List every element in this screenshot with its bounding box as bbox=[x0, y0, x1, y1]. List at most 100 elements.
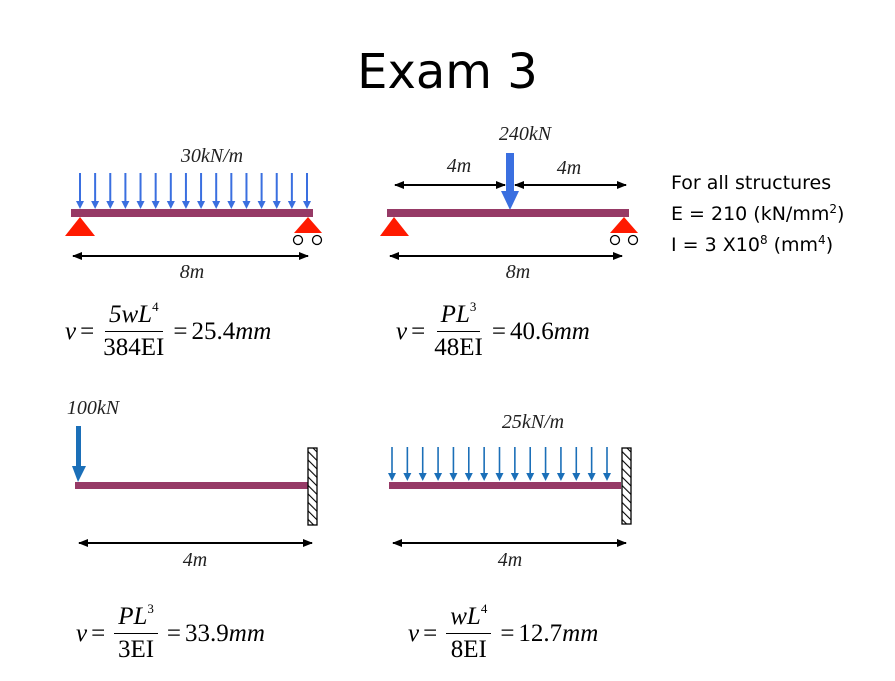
result-unit: mm bbox=[562, 619, 599, 647]
fraction: PL3 3EI bbox=[114, 602, 158, 664]
diagram-simply-supported-point: 240kN 4m 4m 8m bbox=[380, 123, 639, 283]
diagram-simply-supported-udl: 30kN/m 8m bbox=[65, 145, 323, 283]
udl-arrows bbox=[76, 173, 311, 209]
point-load-arrow-shaft bbox=[506, 153, 514, 193]
fraction: PL3 48EI bbox=[434, 300, 483, 362]
diagram-cantilever-point: 100kN 4m bbox=[67, 397, 318, 571]
span-label: 4m bbox=[498, 549, 522, 571]
material-properties: For all structures E = 210 (kN/mm2) I = … bbox=[671, 168, 844, 261]
point-load-arrow-shaft bbox=[76, 426, 81, 468]
udl-arrow-icon bbox=[603, 473, 611, 481]
result-unit: mm bbox=[235, 317, 272, 345]
equals-sign: = bbox=[80, 317, 95, 345]
numerator: PL3 bbox=[114, 602, 158, 634]
udl-arrow-icon bbox=[556, 473, 565, 481]
numerator-text: PL bbox=[440, 301, 470, 328]
udl-arrow-icon bbox=[510, 473, 519, 481]
span-label: 8m bbox=[506, 261, 530, 283]
numerator-text: 5wL bbox=[108, 301, 153, 328]
denominator: 3EI bbox=[118, 634, 154, 664]
udl-arrow-icon bbox=[464, 473, 473, 481]
udl-arrow-icon bbox=[257, 201, 266, 209]
point-load-label: 100kN bbox=[67, 397, 121, 419]
roller-wheel-icon bbox=[311, 234, 323, 246]
denominator: 8EI bbox=[451, 634, 487, 664]
udl-arrow-icon bbox=[403, 473, 412, 481]
fraction: 5wL4 384EI bbox=[103, 300, 164, 362]
right-segment-label: 4m bbox=[557, 157, 581, 179]
formula-lhs: v bbox=[408, 619, 420, 647]
udl-arrow-icon bbox=[388, 473, 396, 481]
deflection-formula-1: v = 5wL4 384EI = 25.4 mm bbox=[65, 300, 272, 362]
numerator-text: PL bbox=[118, 603, 148, 630]
moment-of-inertia: I = 3 X108 (mm4) bbox=[671, 230, 844, 261]
udl-arrow-icon bbox=[227, 201, 236, 209]
roller-support-icon bbox=[610, 217, 638, 233]
beam bbox=[389, 482, 621, 489]
udl-arrow-icon bbox=[572, 473, 581, 481]
i-unit: (mm bbox=[767, 234, 819, 256]
udl-arrow-icon bbox=[587, 473, 596, 481]
diagram-cantilever-udl: 25kN/m 4m bbox=[388, 411, 632, 571]
udl-arrow-icon bbox=[541, 473, 550, 481]
udl-arrow-icon bbox=[480, 473, 489, 481]
deflection-formula-2: v = PL3 48EI = 40.6 mm bbox=[396, 300, 590, 362]
e-label: E = 210 (kN/mm bbox=[671, 203, 830, 225]
point-load-arrow-icon bbox=[501, 191, 519, 210]
udl-arrow-icon bbox=[76, 201, 84, 209]
denominator-text: 8EI bbox=[450, 636, 487, 663]
denominator: 384EI bbox=[103, 332, 164, 362]
fraction: wL4 8EI bbox=[446, 601, 492, 664]
udl-arrows bbox=[388, 447, 611, 481]
udl-load-label: 30kN/m bbox=[180, 145, 243, 167]
fixed-support-icon bbox=[307, 447, 318, 526]
formula-lhs: v bbox=[396, 317, 408, 345]
i-exponent: 8 bbox=[759, 233, 768, 247]
result-value: 25.4 bbox=[191, 317, 236, 345]
equals-sign: = bbox=[500, 619, 515, 647]
span-label: 8m bbox=[180, 261, 204, 283]
deflection-formula-4: v = wL4 8EI = 12.7 mm bbox=[408, 601, 599, 664]
pin-support-icon bbox=[380, 217, 409, 236]
udl-arrow-icon bbox=[272, 201, 281, 209]
span-label: 4m bbox=[183, 549, 207, 571]
udl-arrow-icon bbox=[166, 201, 175, 209]
beam bbox=[75, 482, 308, 489]
udl-arrow-icon bbox=[287, 201, 296, 209]
fixed-support-icon bbox=[621, 447, 632, 525]
i-label: I = 3 X10 bbox=[671, 234, 760, 256]
left-segment-label: 4m bbox=[447, 155, 471, 177]
udl-arrow-icon bbox=[303, 201, 311, 209]
deflection-formula-3: v = PL3 3EI = 33.9 mm bbox=[76, 602, 265, 664]
i-close: ) bbox=[825, 234, 834, 256]
numerator: PL3 bbox=[436, 300, 481, 332]
udl-arrow-icon bbox=[418, 473, 427, 481]
pin-support-icon bbox=[65, 217, 95, 236]
equals-sign: = bbox=[173, 317, 188, 345]
result-value: 12.7 bbox=[518, 619, 563, 647]
udl-arrow-icon bbox=[495, 473, 504, 481]
udl-arrow-icon bbox=[151, 201, 160, 209]
denominator: 48EI bbox=[434, 332, 483, 362]
roller-support-icon bbox=[294, 217, 322, 233]
udl-arrow-icon bbox=[449, 473, 458, 481]
equals-sign: = bbox=[423, 619, 438, 647]
numerator: 5wL4 bbox=[104, 300, 163, 332]
numerator-exponent: 4 bbox=[480, 601, 488, 616]
udl-arrow-icon bbox=[197, 201, 206, 209]
udl-arrow-icon bbox=[434, 473, 443, 481]
result-unit: mm bbox=[553, 317, 590, 345]
slide-title: Exam 3 bbox=[357, 44, 538, 100]
udl-arrow-icon bbox=[212, 201, 221, 209]
roller-wheel-icon bbox=[609, 234, 621, 246]
numerator-text: wL bbox=[450, 603, 481, 630]
formula-lhs: v bbox=[65, 317, 77, 345]
beam bbox=[387, 209, 629, 217]
result-value: 33.9 bbox=[185, 619, 229, 647]
e-exponent: 2 bbox=[829, 202, 837, 216]
e-close: ) bbox=[837, 203, 845, 225]
udl-arrow-icon bbox=[242, 201, 251, 209]
i-unit-exponent: 4 bbox=[818, 233, 826, 247]
equals-sign: = bbox=[491, 317, 506, 345]
